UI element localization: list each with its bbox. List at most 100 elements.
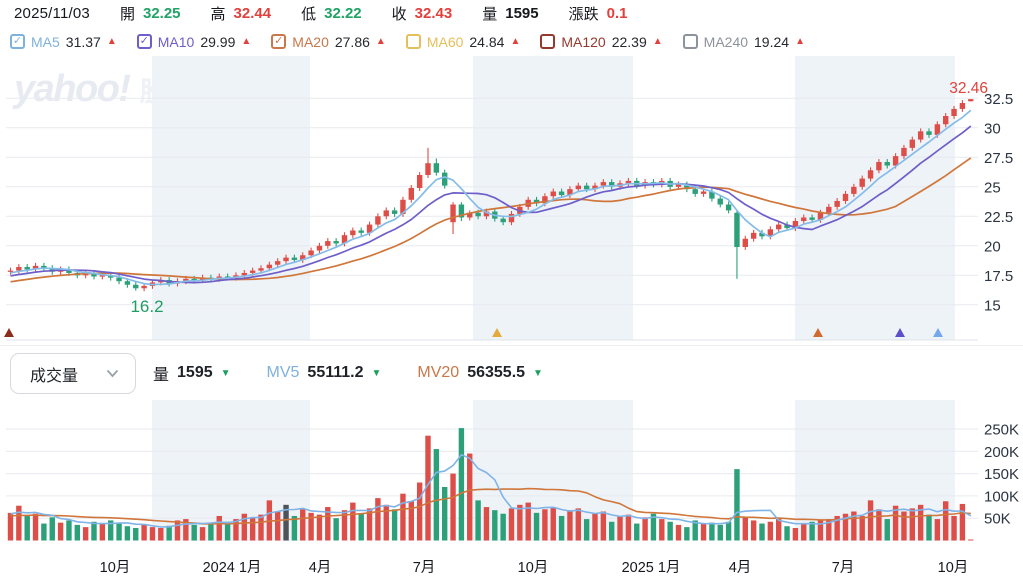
volume-bar[interactable]: [358, 513, 364, 541]
candle[interactable]: [959, 103, 966, 109]
volume-bar[interactable]: [909, 508, 915, 541]
volume-bar[interactable]: [108, 520, 114, 541]
candle[interactable]: [558, 191, 565, 196]
candle[interactable]: [592, 185, 598, 190]
volume-bar[interactable]: [842, 513, 849, 541]
ma10-toggle[interactable]: ✓ MA10 29.99 ▲: [136, 34, 251, 50]
volume-bar[interactable]: [483, 507, 490, 541]
volume-bar[interactable]: [333, 518, 339, 541]
volume-bar[interactable]: [216, 515, 222, 541]
volume-bar[interactable]: [625, 514, 632, 541]
volume-bar[interactable]: [817, 520, 824, 541]
candle[interactable]: [625, 180, 632, 184]
volume-bar[interactable]: [233, 519, 239, 541]
candle[interactable]: [66, 269, 72, 273]
volume-bar[interactable]: [133, 528, 139, 541]
candle[interactable]: [350, 230, 356, 236]
candle[interactable]: [383, 210, 389, 217]
volume-bar[interactable]: [617, 515, 623, 541]
ma60-toggle[interactable]: MA60 24.84 ▲: [405, 34, 520, 50]
event-marker-icon[interactable]: [492, 328, 502, 337]
candle[interactable]: [275, 261, 281, 265]
volume-bar[interactable]: [249, 517, 256, 541]
volume-bar[interactable]: [475, 500, 481, 541]
candle[interactable]: [792, 221, 799, 229]
volume-bar[interactable]: [934, 519, 941, 541]
volume-bar[interactable]: [450, 473, 456, 541]
volume-bar[interactable]: [208, 523, 214, 541]
candle[interactable]: [183, 278, 189, 282]
candle[interactable]: [7, 270, 14, 272]
volume-bar[interactable]: [241, 513, 247, 541]
candle[interactable]: [467, 212, 473, 218]
candle[interactable]: [951, 108, 957, 116]
ma5-checkbox-icon[interactable]: ✓: [10, 34, 25, 49]
candle[interactable]: [291, 257, 298, 260]
volume-bar[interactable]: [659, 519, 665, 541]
candle[interactable]: [717, 198, 723, 205]
volume-bar[interactable]: [183, 519, 189, 541]
candle[interactable]: [442, 172, 448, 186]
candle[interactable]: [575, 185, 581, 190]
candle[interactable]: [892, 156, 899, 166]
indicator-dropdown[interactable]: 成交量: [10, 353, 136, 394]
candle[interactable]: [767, 229, 774, 237]
candle[interactable]: [609, 182, 615, 187]
candle[interactable]: [567, 189, 573, 196]
candle[interactable]: [600, 182, 607, 186]
candle[interactable]: [834, 200, 840, 207]
candle[interactable]: [934, 124, 941, 135]
volume-bar[interactable]: [141, 524, 147, 541]
ma120-checkbox-icon[interactable]: [540, 34, 556, 49]
event-marker-icon[interactable]: [933, 328, 943, 337]
volume-bar[interactable]: [759, 523, 765, 541]
candle[interactable]: [425, 163, 431, 175]
volume-bar[interactable]: [859, 515, 865, 541]
volume-bar[interactable]: [166, 525, 172, 541]
candle[interactable]: [842, 193, 849, 201]
volume-bar[interactable]: [642, 517, 648, 541]
candle[interactable]: [500, 218, 506, 223]
event-marker-icon[interactable]: [895, 328, 905, 337]
candle[interactable]: [901, 147, 907, 157]
volume-bar[interactable]: [467, 453, 473, 541]
volume-bar[interactable]: [792, 528, 799, 541]
volume-bar[interactable]: [517, 504, 523, 541]
ma120-toggle[interactable]: MA120 22.39 ▲: [540, 34, 663, 50]
ma60-checkbox-icon[interactable]: [405, 34, 421, 49]
volume-bar[interactable]: [700, 523, 707, 541]
volume-bar[interactable]: [867, 500, 874, 541]
volume-bar[interactable]: [750, 520, 757, 541]
candle[interactable]: [725, 204, 732, 211]
candle[interactable]: [408, 187, 414, 200]
volume-chart-canvas[interactable]: 250K 200K 150K 100K 50K: [0, 400, 1023, 546]
volume-bar[interactable]: [634, 523, 640, 541]
volume-bar[interactable]: [82, 527, 89, 541]
ma240-checkbox-icon[interactable]: [682, 34, 698, 49]
volume-bar[interactable]: [917, 504, 924, 541]
volume-bar[interactable]: [492, 510, 498, 541]
volume-bar[interactable]: [525, 502, 531, 541]
volume-bar[interactable]: [425, 435, 431, 541]
candle[interactable]: [108, 275, 114, 278]
volume-bar[interactable]: [742, 517, 748, 541]
volume-bar[interactable]: [375, 498, 381, 541]
volume-bar[interactable]: [74, 524, 80, 541]
volume-bar[interactable]: [592, 513, 598, 541]
volume-chart[interactable]: 250K 200K 150K 100K 50K: [0, 400, 1023, 546]
volume-bar[interactable]: [734, 469, 740, 541]
candle[interactable]: [851, 186, 857, 194]
volume-bar[interactable]: [442, 486, 448, 541]
candle[interactable]: [876, 162, 882, 171]
volume-bar[interactable]: [366, 508, 373, 541]
candle[interactable]: [968, 99, 974, 102]
volume-bar[interactable]: [49, 517, 55, 541]
volume-bar[interactable]: [776, 519, 782, 541]
candle[interactable]: [433, 163, 440, 173]
candle[interactable]: [475, 212, 481, 217]
volume-bar[interactable]: [809, 521, 815, 541]
volume-bar[interactable]: [926, 514, 932, 541]
volume-bar[interactable]: [542, 509, 548, 541]
ma5-toggle[interactable]: ✓ MA5 31.37 ▲: [10, 34, 117, 50]
candle[interactable]: [700, 191, 707, 194]
